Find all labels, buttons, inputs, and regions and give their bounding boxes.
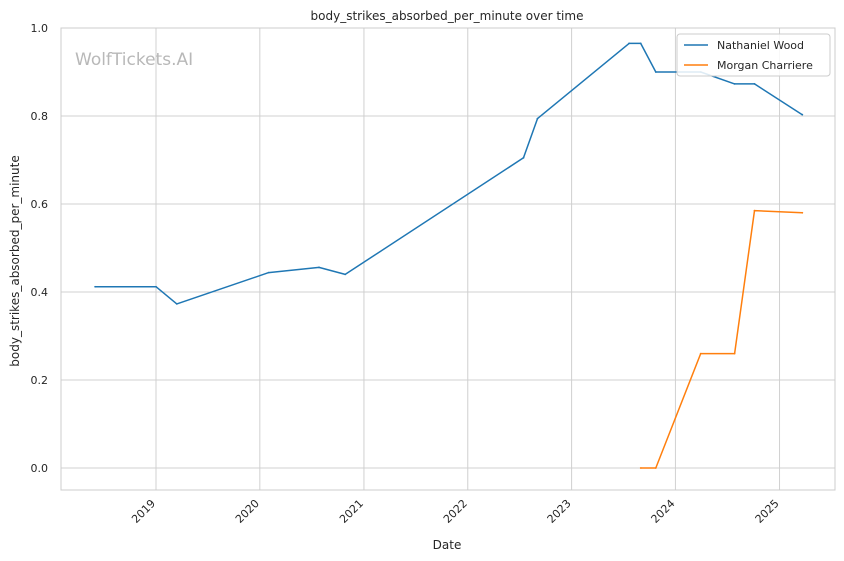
legend-label: Nathaniel Wood [717, 39, 804, 52]
data-point [94, 285, 97, 288]
legend-label: Morgan Charriere [717, 59, 813, 72]
data-point [801, 113, 804, 116]
data-point [801, 211, 804, 214]
series-layer [94, 42, 804, 469]
y-axis-title: body_strikes_absorbed_per_minute [8, 155, 22, 366]
data-point [753, 82, 756, 85]
y-tick-label: 0.4 [31, 286, 49, 299]
data-point [753, 209, 756, 212]
data-point [639, 42, 642, 45]
legend: Nathaniel Wood Morgan Charriere [676, 33, 831, 77]
data-point [654, 467, 657, 469]
data-point [267, 271, 270, 274]
data-point [654, 71, 657, 73]
y-tick-label: 0.8 [31, 110, 49, 123]
data-point [522, 156, 525, 159]
y-tick-labels: 0.0 0.2 0.4 0.6 0.8 1.0 [31, 22, 49, 475]
y-tick-label: 0.2 [31, 374, 49, 387]
data-point [536, 117, 539, 120]
x-gridlines [155, 28, 781, 490]
data-point [628, 42, 630, 45]
data-point [733, 352, 736, 355]
legend-box [676, 33, 831, 77]
data-point [699, 352, 702, 355]
data-point [155, 285, 157, 288]
watermark: WolfTickets.AI [75, 50, 193, 70]
y-tick-label: 1.0 [31, 22, 49, 35]
y-tick-label: 0.0 [31, 462, 49, 475]
chart-title: body_strikes_absorbed_per_minute over ti… [311, 9, 584, 23]
data-point [733, 82, 736, 85]
data-point [175, 302, 178, 305]
x-axis-title: Date [433, 538, 462, 552]
plot-area-frame [60, 27, 836, 491]
data-point [344, 273, 347, 276]
series-line-morgan-charriere [640, 209, 803, 469]
data-point [639, 467, 642, 469]
y-tick-label: 0.6 [31, 198, 49, 211]
data-point [318, 266, 320, 269]
